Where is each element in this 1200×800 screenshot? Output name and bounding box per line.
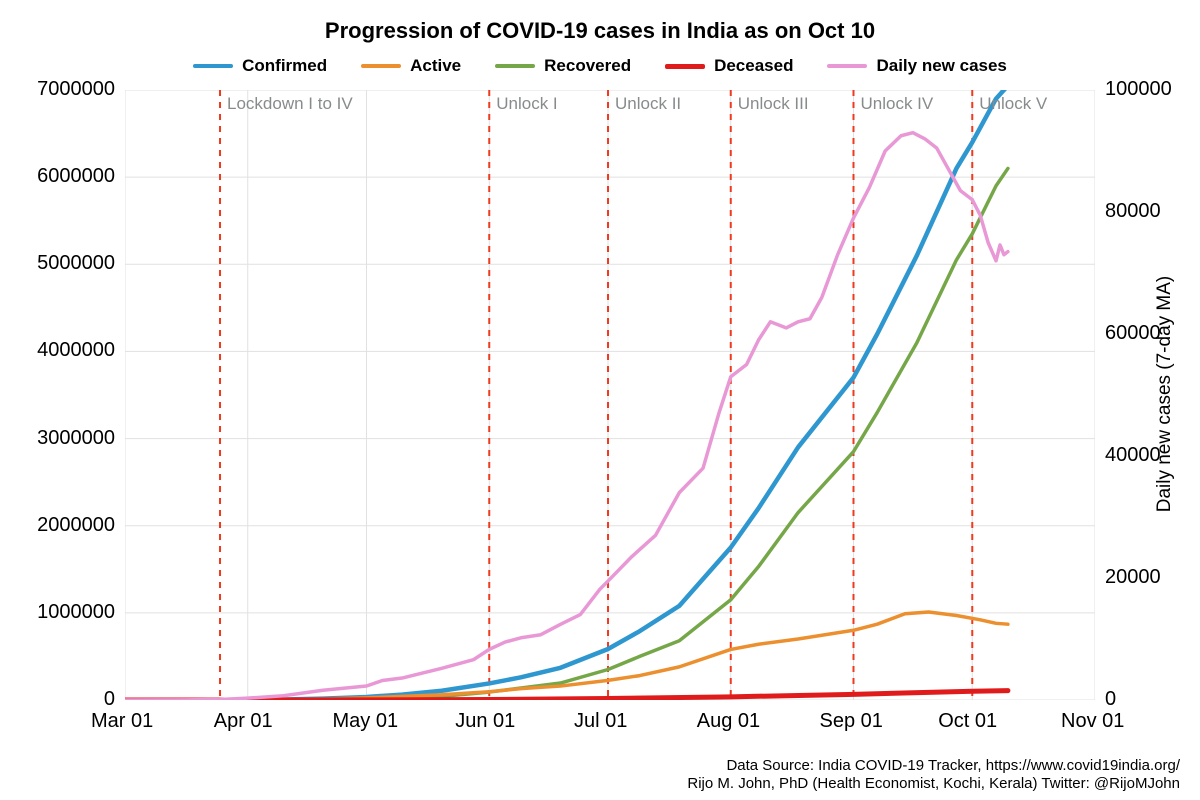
y2-tick-label: 80000 [1105, 200, 1161, 223]
y2-tick-label: 100000 [1105, 78, 1172, 101]
legend-label: Active [410, 56, 461, 76]
y1-tick-label: 7000000 [37, 78, 115, 101]
footer-credits: Data Source: India COVID-19 Tracker, htt… [687, 757, 1180, 795]
x-tick-label: Jun 01 [455, 710, 515, 733]
y1-tick-label: 0 [104, 688, 115, 711]
legend-swatch [193, 64, 233, 69]
y1-tick-label: 5000000 [37, 252, 115, 275]
chart-title-text: Progression of COVID-19 cases in India a… [325, 18, 875, 43]
x-tick-label: Mar 01 [91, 710, 153, 733]
x-tick-label: May 01 [333, 710, 399, 733]
legend-item-daily-new-cases: Daily new cases [827, 56, 1006, 76]
y2-axis-title: Daily new cases (7-day MA) [1154, 274, 1176, 514]
x-tick-label: Aug 01 [697, 710, 760, 733]
y2-tick-label: 60000 [1105, 322, 1161, 345]
legend-item-confirmed: Confirmed [193, 56, 327, 76]
y2-tick-label: 20000 [1105, 566, 1161, 589]
phase-label: Unlock IV [860, 94, 933, 114]
x-tick-label: Oct 01 [938, 710, 997, 733]
legend-label: Daily new cases [876, 56, 1006, 76]
footer-line-2: Rijo M. John, PhD (Health Economist, Koc… [687, 775, 1180, 794]
legend-label: Deceased [714, 56, 793, 76]
series-confirmed [125, 90, 1008, 700]
legend-item-recovered: Recovered [495, 56, 631, 76]
y1-tick-label: 4000000 [37, 339, 115, 362]
y2-tick-label: 0 [1105, 688, 1116, 711]
phase-label: Lockdown I to IV [227, 94, 353, 114]
x-tick-label: Nov 01 [1061, 710, 1124, 733]
series-active [125, 612, 1008, 700]
y1-tick-label: 2000000 [37, 514, 115, 537]
legend-swatch [495, 64, 535, 68]
legend-item-active: Active [361, 56, 461, 76]
y1-tick-label: 1000000 [37, 601, 115, 624]
x-tick-label: Apr 01 [214, 710, 273, 733]
phase-label: Unlock V [979, 94, 1047, 114]
phase-label: Unlock I [496, 94, 557, 114]
x-tick-label: Jul 01 [574, 710, 627, 733]
y2-tick-label: 40000 [1105, 444, 1161, 467]
legend-swatch [361, 64, 401, 68]
covid-india-chart: Progression of COVID-19 cases in India a… [0, 0, 1200, 800]
legend-item-deceased: Deceased [665, 56, 793, 76]
y1-tick-label: 6000000 [37, 165, 115, 188]
phase-label: Unlock III [738, 94, 809, 114]
y1-tick-label: 3000000 [37, 427, 115, 450]
legend-swatch [827, 64, 867, 68]
phase-label: Unlock II [615, 94, 681, 114]
plot-svg [125, 90, 1095, 700]
legend: Confirmed Active Recovered Deceased Daily ne… [0, 56, 1200, 76]
footer-line-1: Data Source: India COVID-19 Tracker, htt… [687, 757, 1180, 776]
plot-area [125, 90, 1095, 700]
legend-label: Recovered [544, 56, 631, 76]
x-tick-label: Sep 01 [819, 710, 882, 733]
legend-label: Confirmed [242, 56, 327, 76]
chart-title: Progression of COVID-19 cases in India a… [0, 18, 1200, 44]
legend-swatch [665, 64, 705, 69]
